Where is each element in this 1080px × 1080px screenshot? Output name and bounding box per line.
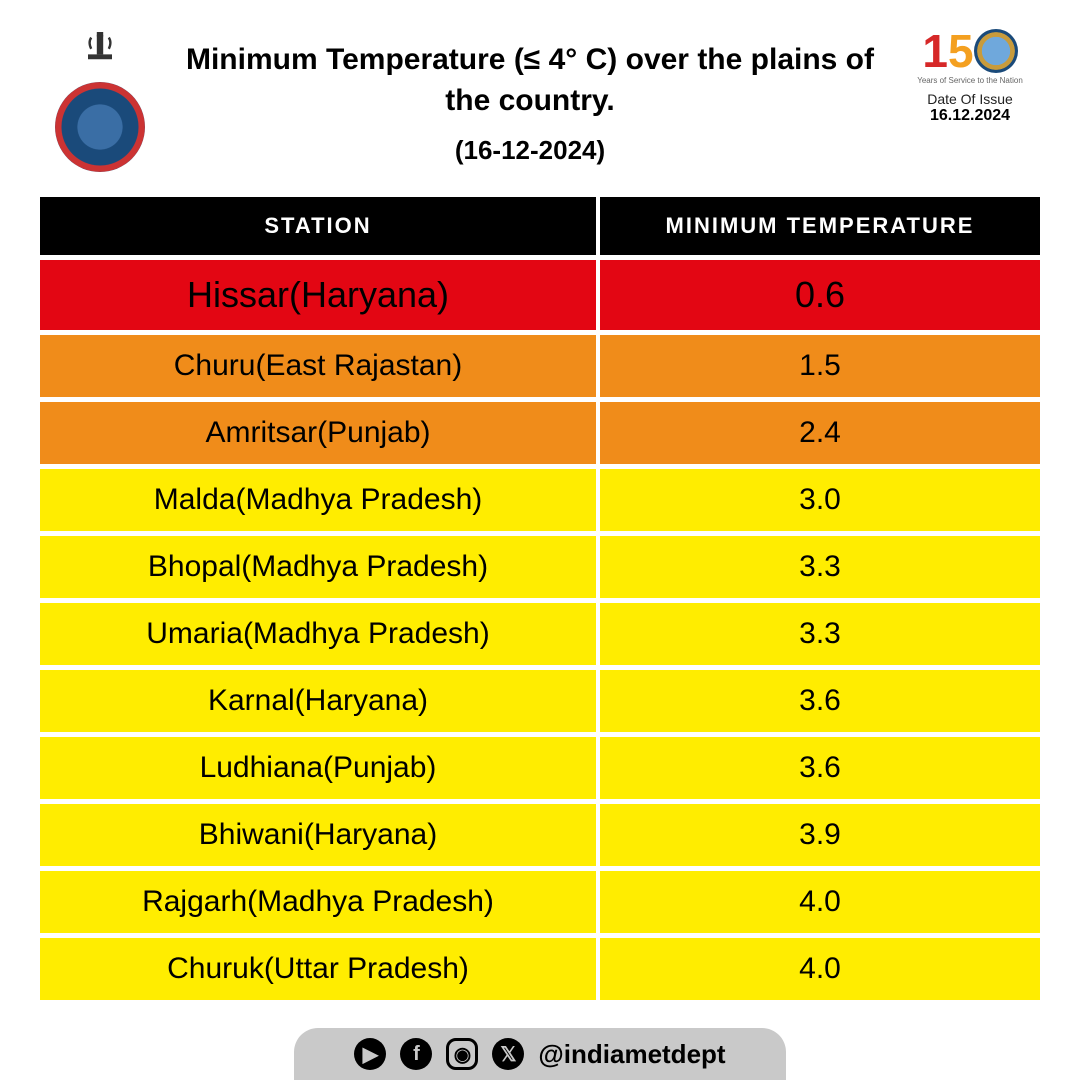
temperature-table-wrap: STATION MINIMUM TEMPERATURE Hissar(Harya… [0,182,1080,1005]
cell-station: Amritsar(Punjab) [40,402,600,464]
temperature-table: STATION MINIMUM TEMPERATURE Hissar(Harya… [40,192,1040,1005]
social-handle[interactable]: @indiametdept [538,1039,725,1070]
cell-temp: 0.6 [600,260,1040,330]
cell-station: Bhopal(Madhya Pradesh) [40,536,600,598]
table-row: Amritsar(Punjab)2.4 [40,402,1040,464]
anniversary-badge: 15 Years of Service to the Nation Date O… [900,28,1040,125]
table-row: Umaria(Madhya Pradesh)3.3 [40,603,1040,665]
cell-temp: 3.3 [600,603,1040,665]
facebook-icon[interactable]: f [400,1038,432,1070]
social-pill: ▶ f ◉ 𝕏 @indiametdept [294,1028,785,1080]
cell-station: Malda(Madhya Pradesh) [40,469,600,531]
title-block: Minimum Temperature (≤ 4° C) over the pl… [180,28,880,166]
cell-temp: 2.4 [600,402,1040,464]
table-row: Rajgarh(Madhya Pradesh)4.0 [40,871,1040,933]
table-row: Hissar(Haryana)0.6 [40,260,1040,330]
x-icon[interactable]: 𝕏 [492,1038,524,1070]
cell-station: Churuk(Uttar Pradesh) [40,938,600,1000]
footer: ▶ f ◉ 𝕏 @indiametdept [0,1028,1080,1080]
col-station: STATION [40,197,600,255]
imd-seal-icon [55,82,145,172]
issue-date: 16.12.2024 [900,107,1040,125]
cell-station: Hissar(Haryana) [40,260,600,330]
cell-temp: 1.5 [600,335,1040,397]
issue-label: Date Of Issue [900,91,1040,107]
cell-station: Churu(East Rajastan) [40,335,600,397]
table-row: Karnal(Haryana)3.6 [40,670,1040,732]
instagram-icon[interactable]: ◉ [446,1038,478,1070]
col-min-temp: MINIMUM TEMPERATURE [600,197,1040,255]
header: Minimum Temperature (≤ 4° C) over the pl… [0,0,1080,182]
org-logo-block [40,28,160,172]
cell-temp: 3.9 [600,804,1040,866]
cell-temp: 3.6 [600,670,1040,732]
cell-temp: 3.3 [600,536,1040,598]
cell-station: Ludhiana(Punjab) [40,737,600,799]
table-row: Churuk(Uttar Pradesh)4.0 [40,938,1040,1000]
page-title: Minimum Temperature (≤ 4° C) over the pl… [180,40,880,121]
cell-temp: 4.0 [600,938,1040,1000]
title-date: (16-12-2024) [180,135,880,166]
badge-subtext: Years of Service to the Nation [900,76,1040,85]
cell-temp: 3.0 [600,469,1040,531]
cell-station: Rajgarh(Madhya Pradesh) [40,871,600,933]
table-header-row: STATION MINIMUM TEMPERATURE [40,197,1040,255]
badge-150-icon: 15 [900,28,1040,74]
cell-station: Bhiwani(Haryana) [40,804,600,866]
cell-station: Umaria(Madhya Pradesh) [40,603,600,665]
youtube-icon[interactable]: ▶ [354,1038,386,1070]
table-row: Malda(Madhya Pradesh)3.0 [40,469,1040,531]
table-row: Churu(East Rajastan)1.5 [40,335,1040,397]
table-row: Ludhiana(Punjab)3.6 [40,737,1040,799]
table-row: Bhopal(Madhya Pradesh)3.3 [40,536,1040,598]
cell-temp: 3.6 [600,737,1040,799]
cell-temp: 4.0 [600,871,1040,933]
table-row: Bhiwani(Haryana)3.9 [40,804,1040,866]
national-emblem-icon [75,28,125,78]
cell-station: Karnal(Haryana) [40,670,600,732]
